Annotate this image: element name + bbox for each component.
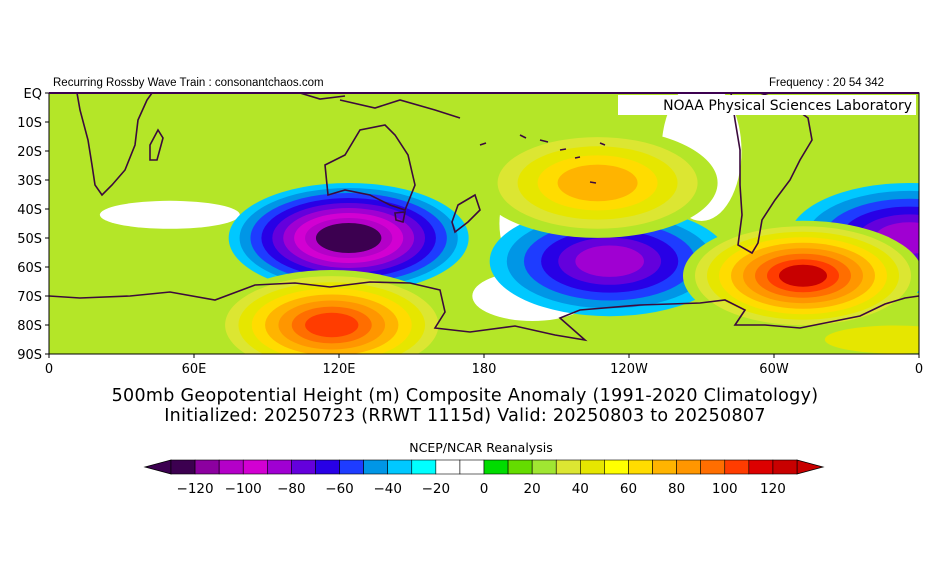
frequency-label: Frequency : 20 54 342 <box>769 77 885 89</box>
positive-anomaly <box>779 264 827 287</box>
colorbar-swatch <box>531 459 557 475</box>
negative-anomaly <box>326 228 371 248</box>
lat-label: 30S <box>17 174 42 189</box>
lat-label: 50S <box>17 232 42 247</box>
lat-label: 60S <box>17 261 42 276</box>
colorbar-tick-label: −20 <box>422 481 451 497</box>
colorbar-swatch <box>339 459 364 475</box>
colorbar-tick-label: 40 <box>572 481 589 497</box>
lat-label: 80S <box>17 319 42 334</box>
colorbar-swatch <box>652 459 677 475</box>
lat-label: 70S <box>17 290 42 305</box>
colorbar-swatch <box>555 459 581 475</box>
lon-label: 120E <box>322 362 355 377</box>
lat-label: 20S <box>17 145 42 160</box>
colorbar-swatch <box>194 459 220 475</box>
colorbar-swatch <box>387 459 413 475</box>
site-attribution: Recurring Rossby Wave Train : consonantc… <box>53 77 324 89</box>
colorbar-min-arrow <box>143 459 172 475</box>
colorbar-swatch <box>291 459 316 475</box>
colorbar-swatch <box>363 459 388 475</box>
colorbar-swatch <box>459 459 485 475</box>
neutral-band <box>824 325 919 354</box>
colorbar-tick-label: −40 <box>373 481 402 497</box>
lat-label: 40S <box>17 203 42 218</box>
colorbar-tick-label: 80 <box>668 481 685 497</box>
colorbar-swatch <box>580 459 605 475</box>
noaa-credit: NOAA Physical Sciences Laboratory <box>663 98 912 114</box>
anomaly-map: NOAA Physical Sciences Laboratory EQ10S2… <box>17 87 923 377</box>
colorbar-swatch <box>748 459 774 475</box>
lon-label: 60E <box>182 362 207 377</box>
lon-label: 60W <box>759 362 789 377</box>
colorbar-swatch <box>772 459 798 475</box>
colorbar-swatch <box>218 459 244 475</box>
colorbar-max-arrow <box>796 459 825 475</box>
colorbar-swatch <box>435 459 461 475</box>
colorbar-tick-label: −120 <box>177 481 214 497</box>
colorbar-swatch <box>170 459 196 475</box>
colorbar-tick-label: 0 <box>480 481 489 497</box>
colorbar-swatch <box>724 459 750 475</box>
colorbar-swatch <box>411 459 437 475</box>
colorbar-swatch <box>483 459 509 475</box>
source-label: NCEP/NCAR Reanalysis <box>409 440 553 455</box>
colorbar-tick-label: −80 <box>277 481 306 497</box>
positive-anomaly <box>305 312 359 338</box>
lon-label: 0 <box>915 362 923 377</box>
colorbar-swatch <box>604 459 629 475</box>
colorbar-tick-label: −60 <box>325 481 354 497</box>
positive-anomaly <box>557 164 638 202</box>
colorbar-swatch <box>242 459 268 475</box>
colorbar-tick-label: −100 <box>225 481 262 497</box>
colorbar-swatch <box>315 459 340 475</box>
map-subtitle: Initialized: 20250723 (RRWT 1115d) Valid… <box>164 406 766 426</box>
negative-anomaly <box>575 245 644 277</box>
lat-label: 10S <box>17 116 42 131</box>
colorbar-swatch <box>628 459 653 475</box>
colorbar-tick-label: 20 <box>524 481 541 497</box>
colorbar-tick-label: 100 <box>712 481 738 497</box>
coastlines <box>49 93 919 342</box>
lon-label: 120W <box>610 362 648 377</box>
lon-label: 0 <box>45 362 53 377</box>
lon-label: 180 <box>472 362 497 377</box>
lat-label: 90S <box>17 348 42 363</box>
colorbar-swatch <box>676 459 701 475</box>
colorbar-tick-label: 60 <box>620 481 637 497</box>
colorbar-tick-label: 120 <box>760 481 786 497</box>
lat-label: EQ <box>24 87 42 102</box>
colorbar-swatch <box>700 459 726 475</box>
colorbar-swatch <box>507 459 533 475</box>
neutral-band <box>99 200 240 229</box>
colorbar-swatch <box>267 459 292 475</box>
map-title: 500mb Geopotential Height (m) Composite … <box>111 386 819 406</box>
